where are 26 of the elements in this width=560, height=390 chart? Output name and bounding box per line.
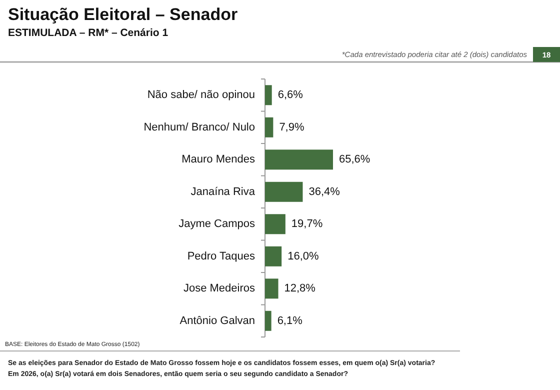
text: ESTIMULADA – RM* – Cenário 1 (8, 27, 168, 39)
data-label: 19,7% (291, 218, 323, 230)
y-tick-label: Jayme Campos (178, 218, 256, 230)
data-label: 12,8% (284, 282, 316, 295)
data-label: 36,4% (308, 186, 340, 198)
data-label: 65,6% (339, 154, 370, 166)
bar (265, 117, 274, 138)
data-label: 7,9% (279, 121, 304, 134)
bar (265, 278, 278, 299)
bar (265, 214, 286, 234)
text: Situação Eleitoral – Senador (8, 5, 238, 24)
y-tick-label: Mauro Mendes (182, 154, 256, 166)
y-tick-label: Não sabe/ não opinou (147, 89, 255, 102)
data-label: 6,6% (278, 89, 304, 102)
y-tick-label: Antônio Galvan (180, 314, 255, 327)
y-tick-label: Jose Medeiros (183, 282, 256, 295)
bar (265, 85, 272, 106)
y-tick-label: Pedro Taques (187, 250, 256, 262)
y-tick-label: Nenhum/ Branco/ Nulo (144, 121, 255, 134)
y-tick-label: Janaína Riva (190, 186, 256, 198)
bar (265, 150, 333, 170)
data-label: 16,0% (288, 250, 319, 262)
bar (265, 246, 282, 266)
data-label: 6,1% (277, 314, 303, 327)
bar (265, 182, 303, 202)
bar (265, 310, 272, 331)
